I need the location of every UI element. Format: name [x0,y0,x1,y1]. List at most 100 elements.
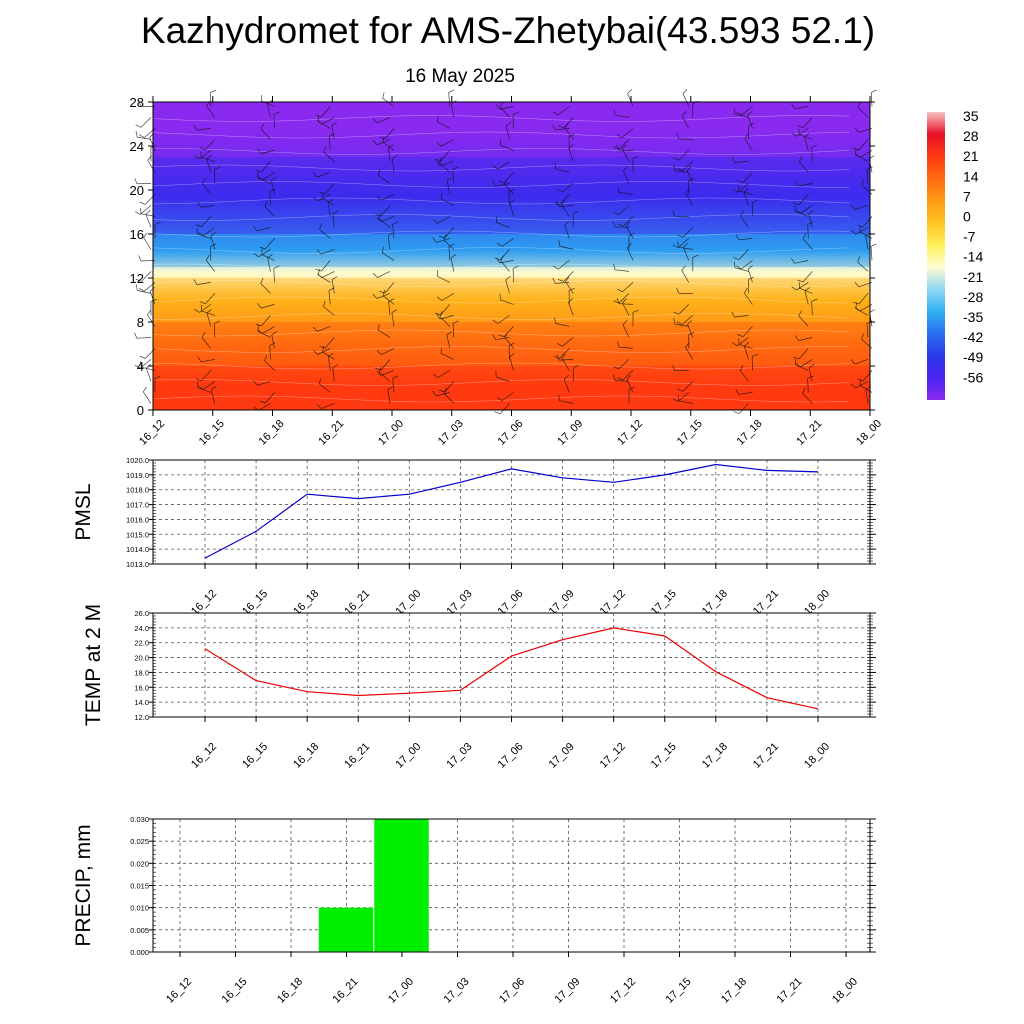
wind-barb [508,188,515,206]
wind-barb [737,326,753,338]
wind-barb [616,128,634,138]
wind-barb [436,139,454,147]
wind-barb [811,144,818,162]
wind-barb [561,199,570,217]
wind-barb [492,161,510,170]
wind-barb [259,238,275,250]
wind-barb [259,392,275,404]
wind-barb [791,103,809,110]
wind-barb [621,144,630,162]
wind-barb [731,156,749,163]
contour-line [152,395,850,403]
wind-barb [870,243,877,261]
wind-barb [500,139,514,151]
wind-barb [613,359,630,370]
wind-barb [613,205,630,216]
wind-barb [498,172,514,184]
x-tick-label: 16_18 [257,418,287,448]
wind-barb [452,320,459,338]
colorbar-label: 21 [963,148,979,164]
wind-barb [313,348,331,355]
wind-barb [436,160,454,166]
contour-line [152,148,850,155]
x-tick-label: 17_06 [496,418,526,448]
y-tick-label: 22.0 [134,639,149,648]
y-tick-label: 16 [130,227,144,242]
wind-barb [561,353,570,371]
x-tick-label: 17_09 [547,741,577,771]
wind-barb [437,115,450,129]
plot-area [153,613,870,717]
wind-barb [264,354,275,371]
wind-barb [612,221,630,228]
wind-barb [372,117,391,124]
colorbar-label: -14 [963,249,983,265]
wind-barb [446,331,452,349]
wind-barb [564,221,570,239]
wind-barb [617,370,634,381]
wind-barb [392,375,399,393]
wind-barb [554,317,570,327]
wind-barb [145,364,152,382]
wind-barb [557,337,574,347]
colorbar-label: 14 [963,168,979,184]
wind-barb [692,254,699,272]
colorbar-label: -42 [963,329,983,345]
wind-barb [378,169,391,184]
wind-barb [677,394,693,404]
wind-barb [376,370,395,376]
wind-barb [623,166,630,184]
wind-barb [197,201,215,208]
wind-barb [206,155,212,173]
heatmap-band [153,157,870,234]
wind-barb [438,227,455,239]
x-tick-label: 16_21 [331,976,361,1006]
wind-barb [617,216,634,227]
x-tick-label: 17_18 [735,418,765,448]
wind-barb [791,128,809,137]
wind-barb [565,276,574,294]
wind-barb [391,155,398,173]
wind-barb [681,111,690,129]
wind-barb [733,108,749,118]
x-tick-label: 17_00 [386,976,416,1006]
wind-barb [617,186,634,195]
wind-barb [677,241,693,250]
wind-barb [381,246,395,261]
wind-barb [377,324,391,338]
wind-barb [375,359,391,371]
wind-barb [496,238,514,247]
wind-barb [735,388,753,395]
wind-barb [443,387,455,404]
wind-barb [440,192,454,206]
wind-barb [379,282,395,294]
wind-barb [494,403,510,415]
wind-barb [798,156,809,173]
wind-barb [807,375,814,393]
wind-barb [202,177,212,195]
wind-barb [681,265,690,283]
plot-frame [152,459,871,565]
wind-barb [734,261,749,272]
wind-barb [312,326,331,332]
wind-barb [134,205,152,215]
wind-barb [199,139,216,151]
wind-barb [436,314,454,320]
wind-barb [261,248,275,261]
contour-line [152,181,850,188]
wind-barb [508,342,515,360]
wind-barb [206,309,212,327]
wind-barb [319,337,335,349]
y-tick-label: 0.000 [130,948,149,957]
wind-barb [199,293,216,305]
wind-barb [260,123,271,140]
wind-barb [572,364,579,382]
colorbar-label: 35 [963,108,979,124]
contour-line [152,263,850,271]
y-tick-label: 1013.0 [126,560,149,569]
colorbar-label: -56 [963,369,983,385]
x-tick-label: 16_21 [316,418,346,448]
wind-barb [382,136,395,151]
wind-barb [626,375,634,393]
wind-barb [323,300,335,316]
